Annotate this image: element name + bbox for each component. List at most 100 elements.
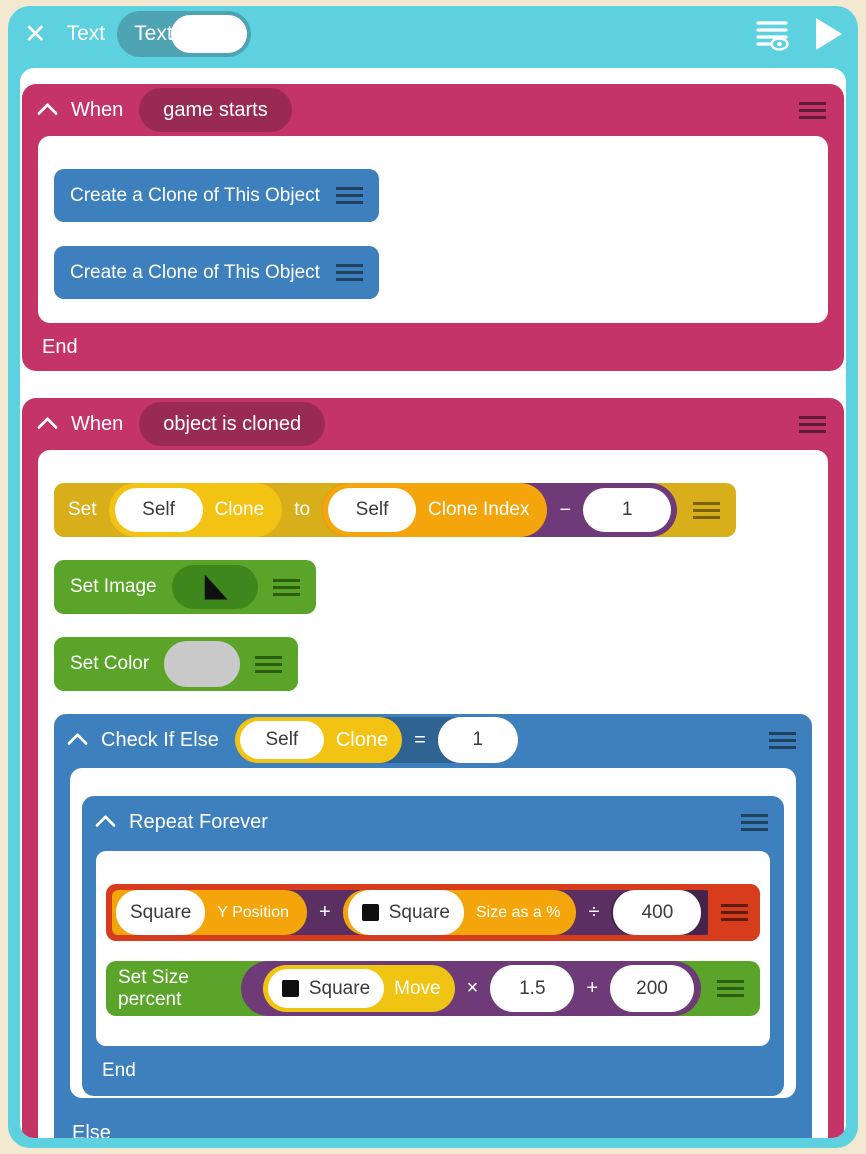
minus-operator[interactable]: − bbox=[559, 498, 572, 521]
event-pill-object-cloned[interactable]: object is cloned bbox=[139, 402, 326, 446]
block-label: Set Color bbox=[70, 653, 150, 674]
else-label: Else bbox=[72, 1122, 111, 1138]
block-menu-icon[interactable] bbox=[335, 264, 363, 281]
rule2-menu-icon[interactable] bbox=[799, 415, 826, 433]
toggle-knob[interactable] bbox=[171, 15, 248, 53]
variable-name: Clone bbox=[335, 728, 389, 751]
y-position-pill[interactable]: Square Y Position bbox=[112, 890, 308, 935]
script-overview-button[interactable] bbox=[754, 16, 790, 52]
square-object-icon bbox=[281, 980, 299, 997]
image-param[interactable] bbox=[171, 565, 258, 609]
multiply-operator[interactable]: × bbox=[466, 977, 479, 999]
clone-index-pill[interactable]: Self Clone Index bbox=[322, 483, 548, 537]
object-param[interactable]: Square bbox=[347, 890, 464, 935]
variable-pill[interactable]: Self Clone bbox=[234, 717, 403, 763]
block-menu-icon[interactable] bbox=[741, 813, 768, 831]
object-name: Square bbox=[388, 901, 450, 923]
object-toggle[interactable]: Text bbox=[117, 11, 252, 57]
object-param[interactable]: Square bbox=[116, 890, 206, 935]
rule2-header[interactable]: When object is cloned bbox=[22, 398, 844, 450]
create-clone-block-1[interactable]: Create a Clone of This Object bbox=[54, 169, 379, 222]
end-label: End bbox=[42, 335, 78, 358]
number-param[interactable]: 400 bbox=[613, 890, 702, 935]
divisor-capsule: 400 bbox=[611, 890, 708, 935]
repeat-forever-block: Repeat Forever Square bbox=[82, 796, 784, 1096]
topbar: ✕ Text Text bbox=[8, 6, 858, 62]
object-title: Text bbox=[66, 22, 106, 45]
condition-capsule[interactable]: Self Clone = 1 bbox=[234, 717, 518, 763]
block-menu-icon[interactable] bbox=[335, 187, 363, 204]
size-as-percent-pill[interactable]: Square Size as a % bbox=[342, 890, 577, 935]
object-param[interactable]: Square bbox=[267, 969, 385, 1008]
variable-pill[interactable]: Self Clone bbox=[108, 483, 283, 537]
variable-name: Clone Index bbox=[428, 499, 530, 520]
variable-name: Y Position bbox=[217, 903, 290, 921]
variable-name: Size as a % bbox=[476, 903, 561, 921]
collapse-chevron-icon[interactable] bbox=[94, 814, 117, 836]
rule1-body: Create a Clone of This Object Create a C… bbox=[38, 136, 828, 323]
set-label: Set bbox=[68, 499, 97, 520]
to-label: to bbox=[294, 499, 311, 520]
list-eye-icon bbox=[756, 21, 789, 51]
play-button[interactable] bbox=[816, 18, 842, 50]
expression-menu-area bbox=[708, 884, 760, 941]
object-param[interactable]: Self bbox=[114, 488, 203, 532]
block-label: Repeat Forever bbox=[129, 810, 268, 833]
rule-when-object-cloned: When object is cloned Set Self Clone to bbox=[22, 398, 844, 1138]
set-image-block[interactable]: Set Image bbox=[54, 560, 316, 614]
equals-operator[interactable]: = bbox=[414, 728, 426, 751]
block-label: Set Size percent bbox=[118, 966, 189, 1010]
rule1-menu-icon[interactable] bbox=[799, 101, 826, 119]
number-param[interactable]: 1 bbox=[437, 717, 518, 763]
play-icon bbox=[816, 18, 842, 50]
block-label: Check If Else bbox=[101, 728, 219, 751]
move-pill[interactable]: Square Move bbox=[262, 965, 455, 1012]
block-menu-icon[interactable] bbox=[720, 904, 748, 921]
expression-content: Square Y Position + Square bbox=[112, 890, 708, 935]
rule-when-game-starts: When game starts Create a Clone of This … bbox=[22, 84, 844, 371]
number-param[interactable]: 1.5 bbox=[490, 965, 575, 1012]
object-param[interactable]: Self bbox=[239, 721, 324, 759]
plus-operator[interactable]: + bbox=[319, 901, 331, 923]
set-size-block[interactable]: Set Size percent Square Move bbox=[106, 961, 760, 1016]
check-body: Repeat Forever Square bbox=[70, 768, 796, 1098]
set-variable-block[interactable]: Set Self Clone to Self Clone Index − 1 bbox=[54, 483, 737, 537]
block-menu-icon[interactable] bbox=[717, 980, 744, 997]
script-canvas: When game starts Create a Clone of This … bbox=[20, 68, 846, 1138]
check-if-else-block: Check If Else Self Clone = 1 bbox=[54, 714, 812, 1138]
script-editor: ✕ Text Text bbox=[8, 6, 858, 1148]
block-menu-icon[interactable] bbox=[272, 578, 300, 596]
variable-name: Move bbox=[394, 977, 441, 999]
collapse-chevron-icon[interactable] bbox=[36, 102, 59, 124]
block-menu-icon[interactable] bbox=[769, 731, 796, 749]
number-param[interactable]: 200 bbox=[610, 965, 694, 1012]
block-menu-icon[interactable] bbox=[255, 655, 283, 673]
object-param[interactable]: Self bbox=[328, 488, 417, 532]
event-pill-game-starts[interactable]: game starts bbox=[139, 88, 292, 132]
block-label: Create a Clone of This Object bbox=[70, 184, 320, 206]
repeat-body: Square Y Position + Square bbox=[96, 851, 770, 1046]
number-param[interactable]: 1 bbox=[583, 488, 672, 532]
plus-operator[interactable]: + bbox=[586, 977, 598, 999]
collapse-chevron-icon[interactable] bbox=[36, 416, 59, 438]
size-expression-capsule[interactable]: Square Move × 1.5 + 200 bbox=[240, 961, 701, 1016]
color-param[interactable] bbox=[164, 641, 241, 687]
variable-name: Clone bbox=[214, 499, 265, 520]
expression-capsule[interactable]: Self Clone Index − 1 bbox=[322, 483, 678, 537]
collapse-chevron-icon[interactable] bbox=[66, 732, 89, 754]
repeat-header[interactable]: Repeat Forever bbox=[82, 796, 784, 848]
set-color-block[interactable]: Set Color bbox=[54, 637, 299, 691]
toggle-label: Text bbox=[134, 22, 173, 45]
close-icon[interactable]: ✕ bbox=[24, 18, 47, 49]
check-header[interactable]: Check If Else Self Clone = 1 bbox=[54, 714, 812, 766]
block-menu-icon[interactable] bbox=[693, 501, 721, 519]
expression-block[interactable]: Square Y Position + Square bbox=[106, 884, 760, 941]
block-label: Set Image bbox=[70, 576, 157, 597]
divide-operator[interactable]: ÷ bbox=[588, 901, 600, 923]
object-name: Square bbox=[308, 977, 371, 999]
create-clone-block-2[interactable]: Create a Clone of This Object bbox=[54, 246, 379, 299]
repeat-end: End bbox=[82, 1046, 784, 1096]
when-label: When bbox=[71, 98, 124, 121]
rule1-header[interactable]: When game starts bbox=[22, 84, 844, 136]
block-label: Create a Clone of This Object bbox=[70, 261, 320, 283]
